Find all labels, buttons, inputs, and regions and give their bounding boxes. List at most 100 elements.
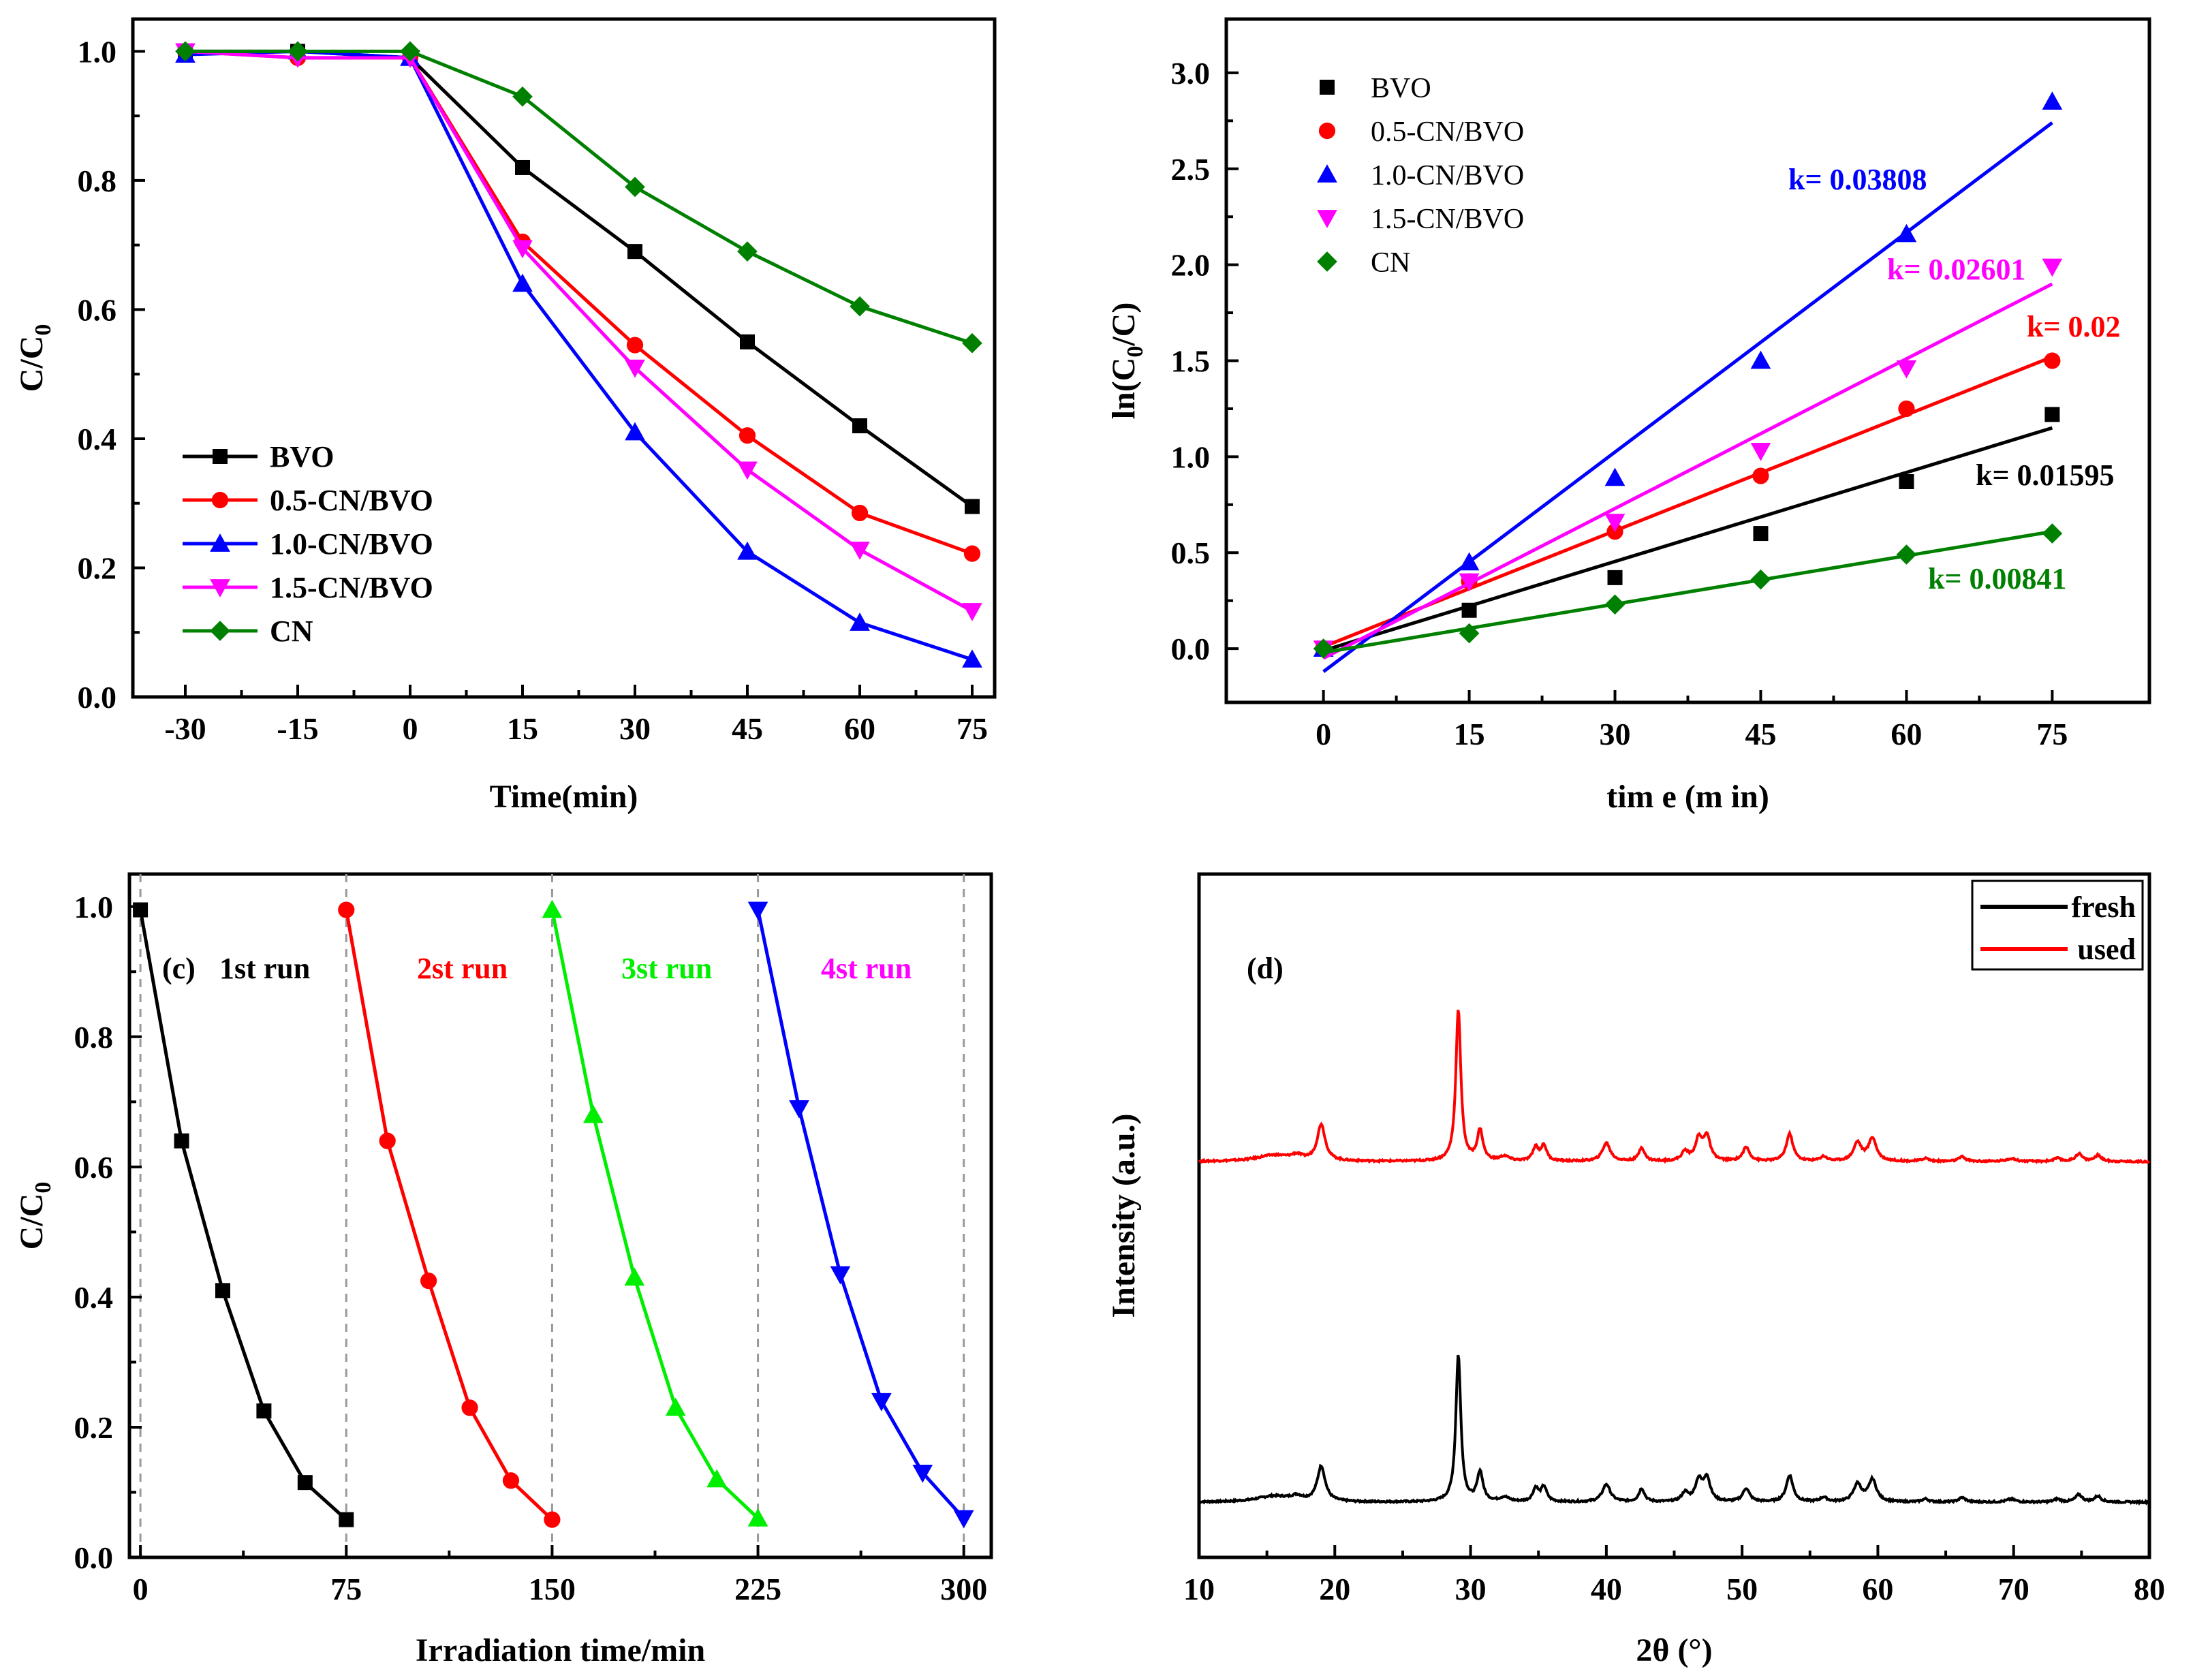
panel-a-axes-frame xyxy=(131,17,997,699)
x-tick-label: 60 xyxy=(1891,717,1922,751)
legend-label-1.0-CN/BVO: 1.0-CN/BVO xyxy=(1371,160,1524,191)
data-point-1.5-CN/BVO xyxy=(1896,360,1917,379)
run-line-2 xyxy=(344,909,554,1521)
data-point-1.0-CN/BVO xyxy=(1459,552,1480,571)
x-tick-label: 75 xyxy=(2036,717,2068,751)
panel-d-axes-frame xyxy=(1197,872,2151,1559)
data-point-1.0-CN/BVO xyxy=(2042,91,2063,110)
x-tick-label: 0 xyxy=(1316,717,1331,751)
run-data-point xyxy=(789,1100,809,1119)
y-tick-label: 0.2 xyxy=(78,550,117,585)
data-point-1.5-CN/BVO xyxy=(1459,573,1480,592)
data-point-CN xyxy=(737,241,758,262)
data-point-1.5-CN/BVO xyxy=(625,359,645,378)
series-line-BVO xyxy=(185,49,974,508)
run-data-point xyxy=(582,1104,604,1123)
legend-label-1.0-CN/BVO: 1.0-CN/BVO xyxy=(270,527,433,561)
data-point-1.0-CN/BVO xyxy=(1604,467,1626,486)
x-tick-label: 20 xyxy=(1319,1572,1350,1606)
panel-b-axes-frame xyxy=(1224,17,2151,704)
data-point-1.0-CN/BVO xyxy=(625,422,645,441)
x-tick-label: 0 xyxy=(403,711,418,746)
x-tick-label: 30 xyxy=(619,711,651,746)
data-point-CN xyxy=(2042,523,2063,544)
data-point-0.5-CN/BVO xyxy=(1752,467,1769,484)
run-label-3: 3st run xyxy=(621,952,712,985)
run-data-point xyxy=(665,1397,686,1416)
run-data-point xyxy=(297,1475,313,1491)
legend-marker-1.0-CN/BVO xyxy=(1317,164,1337,183)
run-data-point xyxy=(953,1510,974,1529)
data-point-BVO xyxy=(852,418,867,433)
xrd-pattern-fresh xyxy=(1198,1354,2150,1506)
panel-b-y-axis-title: ln(C0/C) xyxy=(1106,302,1148,420)
x-tick-label: 300 xyxy=(940,1572,987,1606)
legend-marker-1.0-CN/BVO xyxy=(210,533,230,552)
legend-label-CN: CN xyxy=(270,615,313,648)
rate-constant-label-1.5-CN/BVO: k= 0.02601 xyxy=(1887,253,2026,286)
data-point-CN xyxy=(962,332,982,354)
data-point-1.5-CN/BVO xyxy=(850,542,870,560)
panel-d-chart: 10 20 30 40 50 60 70 80 2θ (°) Intensity (a.u.) (d… xyxy=(1106,872,2165,1668)
legend-label-used: used xyxy=(2077,933,2136,966)
run-data-point xyxy=(339,1512,354,1527)
run-line-1 xyxy=(138,909,347,1521)
fit-line-CN xyxy=(1323,529,2053,655)
xrd-pattern-used xyxy=(1198,1010,2150,1164)
data-point-BVO xyxy=(965,499,980,514)
legend-marker-0.5-CN/BVO xyxy=(1318,122,1336,140)
panel-c-x-axis-title: Irradiation time/min xyxy=(416,1632,705,1668)
run-line-3 xyxy=(550,909,760,1520)
x-tick-label: -15 xyxy=(277,711,318,746)
y-tick-label: 1.5 xyxy=(1171,344,1211,379)
panel-b-x-axis-title: tim e (m in) xyxy=(1606,779,1769,815)
y-tick-label: 3.0 xyxy=(1171,56,1211,91)
data-point-1.0-CN/BVO xyxy=(962,649,982,668)
panel-b-chart: 0 15 30 45 60 75 0.0 0.5 1.0 1.5 2.0 2.5 3.0 tim e (m… xyxy=(1106,17,2151,815)
data-point-0.5-CN/BVO xyxy=(851,504,869,522)
y-tick-label: 0.6 xyxy=(78,292,117,327)
data-point-CN xyxy=(1313,638,1334,659)
rate-constant-label-1.0-CN/BVO: k= 0.03808 xyxy=(1788,163,1927,196)
data-point-BVO xyxy=(627,244,642,260)
rate-constant-label-CN: k= 0.00841 xyxy=(1928,562,2067,595)
data-point-1.0-CN/BVO xyxy=(850,612,870,631)
data-point-1.5-CN/BVO xyxy=(1604,514,1626,533)
legend-label-BVO: BVO xyxy=(270,440,334,473)
data-point-1.5-CN/BVO xyxy=(962,603,982,621)
panel-a-y-axis-title: C/C0 xyxy=(14,324,56,392)
data-point-CN xyxy=(1459,623,1480,644)
legend-label-0.5-CN/BVO: 0.5-CN/BVO xyxy=(1371,116,1524,148)
panel-a-x-axis-title: Time(min) xyxy=(490,779,638,815)
data-point-0.5-CN/BVO xyxy=(963,545,981,562)
data-point-CN xyxy=(287,41,308,62)
run-data-point xyxy=(912,1464,933,1483)
x-tick-label: 15 xyxy=(507,711,538,746)
run-line-4 xyxy=(756,909,965,1520)
x-tick-label: 70 xyxy=(1998,1572,2029,1606)
x-tick-label: 150 xyxy=(529,1572,576,1606)
x-tick-label: 80 xyxy=(2134,1572,2165,1606)
data-point-0.5-CN/BVO xyxy=(626,337,644,354)
y-tick-label: 0.4 xyxy=(78,422,117,456)
run-data-point xyxy=(871,1393,892,1412)
data-point-1.5-CN/BVO xyxy=(2042,258,2063,277)
run-data-point xyxy=(542,899,563,918)
fit-line-BVO xyxy=(1322,426,2053,653)
legend-marker-CN xyxy=(210,621,230,641)
x-tick-label: -30 xyxy=(164,711,206,746)
data-point-0.5-CN/BVO xyxy=(2044,352,2061,369)
data-point-1.0-CN/BVO xyxy=(737,541,758,560)
legend-label-1.5-CN/BVO: 1.5-CN/BVO xyxy=(1371,204,1524,235)
run-data-point xyxy=(338,901,355,918)
run-label-4: 4st run xyxy=(821,952,912,985)
data-point-0.5-CN/BVO xyxy=(1898,400,1915,418)
fit-line-1.0-CN/BVO xyxy=(1322,121,2053,673)
run-data-point xyxy=(256,1403,272,1419)
x-tick-label: 50 xyxy=(1726,1572,1758,1606)
data-point-CN xyxy=(175,41,196,62)
data-point-1.0-CN/BVO xyxy=(1896,223,1917,243)
legend-marker-1.5-CN/BVO xyxy=(1317,210,1337,228)
legend-marker-0.5-CN/BVO xyxy=(211,491,229,509)
